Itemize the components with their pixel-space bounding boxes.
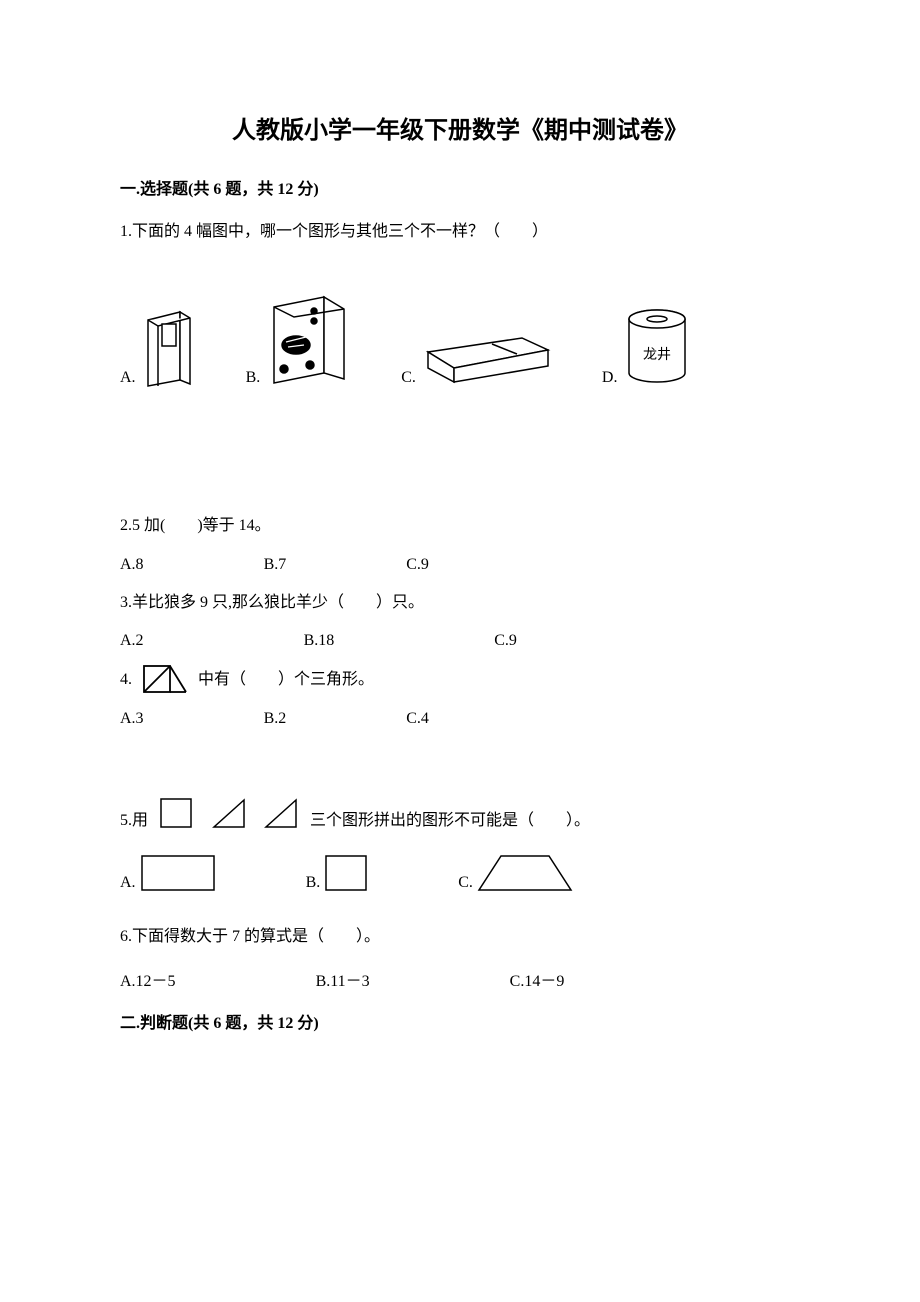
q5-c-label: C.	[458, 874, 473, 892]
q4-pre: 4.	[120, 665, 132, 695]
cylinder-label: 龙井	[643, 347, 671, 363]
q3-b: B.18	[304, 632, 335, 650]
q1-a-label: A.	[120, 369, 136, 387]
rectangle-icon	[140, 854, 216, 892]
q6-text: 6.下面得数大于 7 的算式是（ ）。	[120, 922, 800, 952]
q2-c: C.9	[406, 556, 429, 574]
q1-opt-d: D. 龙井	[602, 307, 692, 387]
q1-b-label: B.	[246, 369, 261, 387]
q4-options: A.3 B.2 C.4	[120, 710, 800, 728]
exam-page: 人教版小学一年级下册数学《期中测试卷》 一.选择题(共 6 题，共 12 分) …	[0, 0, 920, 1302]
q1-options: A. B.	[120, 287, 800, 387]
trapezoid-icon	[477, 854, 573, 892]
q3-options: A.2 B.18 C.9	[120, 632, 800, 650]
q1-opt-a: A.	[120, 302, 196, 387]
q2-options: A.8 B.7 C.9	[120, 556, 800, 574]
cylinder-icon: 龙井	[623, 307, 691, 387]
flat-box-icon	[422, 332, 552, 387]
q5-pre: 5.用	[120, 806, 148, 830]
square-shape-icon	[158, 796, 196, 830]
q2-b: B.7	[264, 556, 287, 574]
q2-a: A.8	[120, 556, 144, 574]
book-icon	[142, 302, 196, 387]
q1-opt-b: B.	[246, 287, 352, 387]
triangle-square-icon	[142, 664, 188, 696]
triangle-shape-icon-2	[262, 796, 300, 830]
q5-post: 三个图形拼出的图形不可能是（ ）。	[310, 806, 590, 830]
q5-b-label: B.	[306, 874, 321, 892]
triangle-shape-icon-1	[210, 796, 248, 830]
q5-a-label: A.	[120, 874, 136, 892]
q4-a: A.3	[120, 710, 144, 728]
q3-c: C.9	[494, 632, 517, 650]
q6-c: C.14－9	[510, 967, 565, 991]
q3-text: 3.羊比狼多 9 只,那么狼比羊少（ ）只。	[120, 588, 800, 618]
q5-row: 5.用 三个图形拼出的图形不可能是（ ）。	[120, 796, 800, 830]
radio-icon	[266, 287, 351, 387]
section-2-header: 二.判断题(共 6 题，共 12 分)	[120, 1009, 800, 1033]
q3-a: A.2	[120, 632, 144, 650]
square-icon	[324, 854, 368, 892]
page-title: 人教版小学一年级下册数学《期中测试卷》	[120, 110, 800, 145]
q1-text: 1.下面的 4 幅图中，哪一个图形与其他三个不一样？（ ）	[120, 217, 800, 247]
q6-a: A.12－5	[120, 967, 176, 991]
section-1-header: 一.选择题(共 6 题，共 12 分)	[120, 175, 800, 199]
q4-row: 4. 中有（ ）个三角形。	[120, 664, 800, 696]
q5-opt-b: B.	[306, 854, 369, 892]
q1-opt-c: C.	[401, 332, 552, 387]
q5-options: A. B. C.	[120, 854, 800, 892]
q5-opt-a: A.	[120, 854, 216, 892]
q6-options: A.12－5 B.11－3 C.14－9	[120, 967, 800, 991]
q1-d-label: D.	[602, 369, 618, 387]
q4-post: 中有（ ）个三角形。	[198, 665, 374, 695]
q4-b: B.2	[264, 710, 287, 728]
q6-b: B.11－3	[316, 967, 370, 991]
q2-text: 2.5 加( )等于 14。	[120, 511, 800, 541]
q5-opt-c: C.	[458, 854, 573, 892]
q4-c: C.4	[406, 710, 429, 728]
q1-c-label: C.	[401, 369, 416, 387]
